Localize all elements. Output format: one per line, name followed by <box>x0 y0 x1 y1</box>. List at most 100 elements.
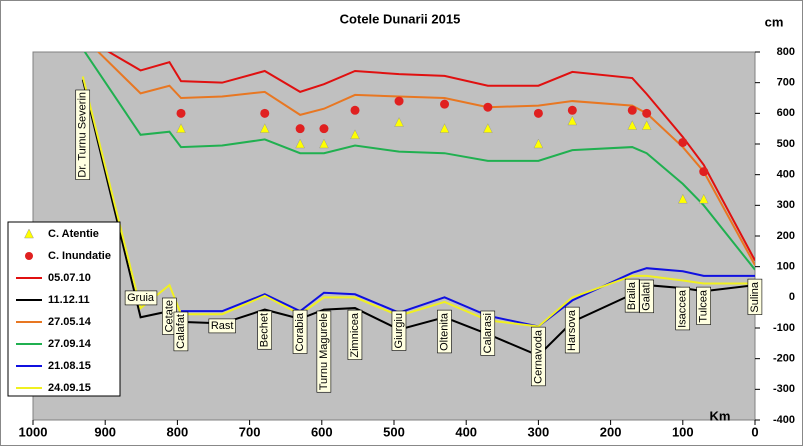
x-tick-label: 400 <box>455 424 477 439</box>
x-tick-label: 700 <box>239 424 261 439</box>
y-tick-label: -200 <box>773 353 795 365</box>
station-box <box>316 310 332 393</box>
legend-label: 11.12.11 <box>48 294 90 306</box>
station-label: Cernavoda <box>531 326 546 387</box>
station-name: Dr. Turnu Severin <box>77 92 89 178</box>
station-name: Calarasi <box>482 313 494 353</box>
y-tick-label: 300 <box>777 199 795 211</box>
alert-point <box>482 123 493 133</box>
x-tick-label: 500 <box>383 424 405 439</box>
station-name: Galati <box>641 282 653 311</box>
station-name: Cetate <box>163 300 175 332</box>
station-name: Zimnicea <box>349 312 361 358</box>
alert-point <box>439 123 450 133</box>
station-box <box>531 326 546 387</box>
y-tick-label: 700 <box>777 77 795 89</box>
y-unit: cm <box>765 14 784 29</box>
station-label: Calafat <box>173 311 189 352</box>
x-tick-label: 900 <box>94 424 116 439</box>
alert-point <box>350 129 360 140</box>
flood-point <box>260 108 270 118</box>
legend-swatch <box>25 252 33 260</box>
legend-label: 24.09.15 <box>48 382 91 394</box>
station-name: Oltenita <box>438 312 450 351</box>
legend-label: 27.09.14 <box>48 338 92 350</box>
flood-point <box>699 167 709 177</box>
chart-title: Cotele Dunarii 2015 <box>340 11 461 26</box>
alert-point <box>295 138 306 149</box>
series-line <box>83 52 755 271</box>
alert-point <box>641 120 652 130</box>
station-name: Harsova <box>566 309 578 351</box>
station-label: Sulina <box>747 278 763 315</box>
station-box <box>437 309 452 354</box>
y-tick-label: 0 <box>789 291 795 303</box>
station-label: Calarasi <box>480 310 496 356</box>
series-line <box>181 267 755 328</box>
y-tick-label: -300 <box>773 383 795 395</box>
station-name: Corabia <box>294 312 306 351</box>
flood-point <box>678 137 688 147</box>
station-label: Turnu Magurele <box>316 310 332 393</box>
alert-point <box>627 120 638 130</box>
flood-point <box>295 124 305 134</box>
station-label: Harsova <box>564 306 580 354</box>
flood-point <box>627 105 637 115</box>
station-name: Isaccea <box>677 289 689 328</box>
x-tick-label: 200 <box>600 424 622 439</box>
station-box <box>347 309 363 360</box>
x-tick-label: 100 <box>672 424 694 439</box>
station-label: Rast <box>208 318 236 334</box>
station-name: Turnu Magurele <box>318 313 330 390</box>
station-name: Calafat <box>175 314 187 349</box>
alert-point <box>259 123 270 133</box>
station-name: Gruia <box>127 292 155 304</box>
station-box <box>639 279 654 314</box>
alert-point <box>394 116 404 127</box>
station-label: Isaccea <box>675 286 691 331</box>
station-label: Gruia <box>124 290 158 306</box>
station-label: Giurgiu <box>391 310 407 351</box>
station-box <box>564 306 580 354</box>
station-label: Zimnicea <box>347 309 363 360</box>
flood-point <box>483 102 493 112</box>
legend-label: 05.07.10 <box>48 272 91 284</box>
alert-point <box>677 193 688 204</box>
station-name: Cernavoda <box>532 329 544 384</box>
station-name: Braila <box>626 281 638 310</box>
flood-point <box>642 108 652 118</box>
station-box <box>75 89 91 180</box>
plot-area <box>32 51 756 421</box>
station-label: Galati <box>639 279 654 314</box>
x-tick-label: 300 <box>528 424 550 439</box>
x-tick-label: 800 <box>167 424 189 439</box>
x-tick-label: 600 <box>311 424 333 439</box>
station-box <box>480 310 496 356</box>
x-unit: Km <box>710 408 731 423</box>
station-box <box>391 310 407 351</box>
y-tick-label: -100 <box>773 322 795 334</box>
station-label: Oltenita <box>437 309 452 354</box>
station-label: Corabia <box>292 309 308 354</box>
station-name: Sulina <box>749 281 761 312</box>
station-name: Tulcea <box>698 289 710 322</box>
station-box <box>292 309 308 354</box>
station-box <box>124 290 158 306</box>
legend-label: 27.05.14 <box>48 316 92 328</box>
alert-point <box>176 123 186 133</box>
flood-point <box>567 105 577 115</box>
station-box <box>173 311 189 352</box>
y-tick-label: -400 <box>773 414 795 426</box>
station-box <box>208 318 236 334</box>
station-label: Bechet <box>257 310 272 350</box>
station-box <box>257 310 272 350</box>
flood-point <box>319 124 329 134</box>
station-box <box>696 286 711 325</box>
y-tick-label: 100 <box>777 261 795 273</box>
station-name: Bechet <box>259 313 271 347</box>
legend-label: 21.08.15 <box>48 360 91 372</box>
flood-point <box>440 99 450 109</box>
legend-label: C. Inundatie <box>48 250 111 262</box>
x-tick-label: 0 <box>751 424 758 439</box>
alert-point <box>567 115 578 126</box>
